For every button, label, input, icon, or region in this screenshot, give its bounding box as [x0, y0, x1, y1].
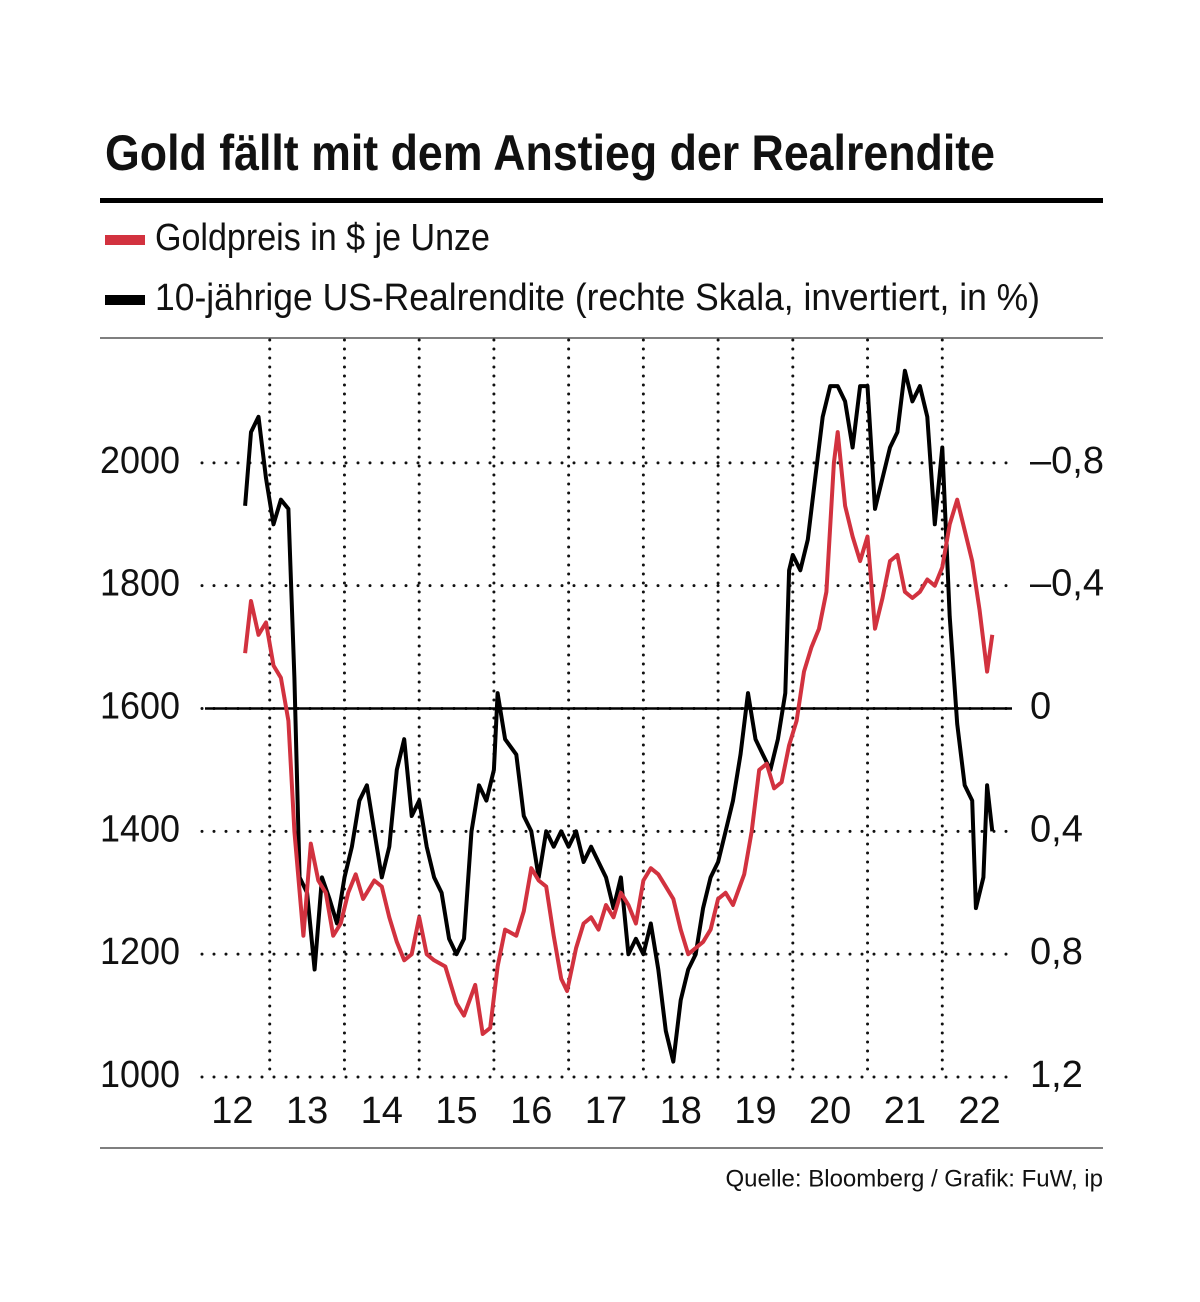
y-tick-label: 1000 — [100, 1054, 180, 1096]
series-line — [243, 430, 995, 1036]
x-tick-label: 18 — [660, 1090, 702, 1132]
y-tick-label: 1800 — [100, 563, 180, 605]
x-tick-label: 19 — [734, 1090, 776, 1132]
y-tick-label: 2000 — [100, 440, 180, 482]
x-tick-label: 14 — [361, 1090, 403, 1132]
y2-tick-label: 1,2 — [1030, 1054, 1083, 1096]
source: Quelle: Bloomberg / Grafik: FuW, ip — [726, 1165, 1103, 1192]
legend-swatch — [105, 235, 145, 245]
x-tick-label: 16 — [510, 1090, 552, 1132]
x-tick-label: 12 — [211, 1090, 253, 1132]
x-tick-label: 17 — [585, 1090, 627, 1132]
chart-title: Gold fällt mit dem Anstieg der Realrendi… — [105, 125, 995, 181]
legend-swatch — [105, 295, 145, 305]
y2-tick-label: 0,8 — [1030, 931, 1083, 973]
y-tick-label: 1400 — [100, 808, 180, 850]
y2-tick-label: –0,8 — [1030, 440, 1104, 482]
legend-label: Goldpreis in $ je Unze — [155, 217, 490, 259]
y2-tick-label: 0,4 — [1030, 808, 1083, 850]
x-tick-label: 21 — [884, 1090, 926, 1132]
x-tick-label: 22 — [958, 1090, 1000, 1132]
y2-tick-label: –0,4 — [1030, 563, 1104, 605]
series-line — [243, 368, 995, 1064]
x-tick-label: 20 — [809, 1090, 851, 1132]
x-tick-label: 13 — [286, 1090, 328, 1132]
legend-label: 10-jährige US-Realrendite (rechte Skala,… — [155, 277, 1040, 319]
y-tick-label: 1600 — [100, 686, 180, 728]
x-tick-label: 15 — [435, 1090, 477, 1132]
title-rule — [100, 198, 1103, 203]
y2-tick-label: 0 — [1030, 686, 1051, 728]
y-tick-label: 1200 — [100, 931, 180, 973]
